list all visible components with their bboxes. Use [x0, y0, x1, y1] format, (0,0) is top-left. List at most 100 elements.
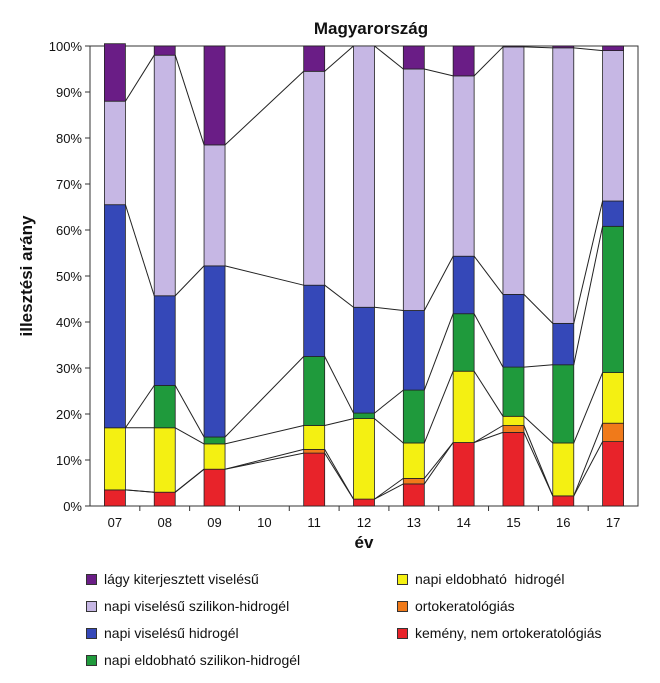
x-tick-label: 17 [606, 515, 620, 530]
bar-segment [602, 372, 624, 424]
bar-segment [203, 468, 226, 507]
connector-line [174, 385, 205, 438]
bar-segment [153, 427, 176, 493]
connector-line [324, 284, 354, 308]
connector-line [573, 423, 604, 497]
bar-segment [552, 322, 575, 366]
y-tick-label: 50% [56, 269, 82, 284]
bar-segment [602, 45, 624, 51]
y-tick-label: 30% [56, 361, 82, 376]
bar-segment [502, 425, 525, 433]
legend-swatch [397, 600, 408, 612]
legend-label: napi eldobható hidrogél [415, 571, 565, 587]
bar-segment [153, 385, 176, 429]
legend-swatch [86, 600, 97, 612]
connector-line [324, 45, 354, 72]
bar-segment [552, 495, 575, 507]
bar-segment [502, 46, 525, 295]
legend-label: ortokeratológiás [415, 598, 515, 614]
connector-line [573, 200, 604, 324]
connector-line [224, 356, 305, 438]
bar-segment [502, 45, 525, 48]
bar-segment [452, 370, 475, 443]
connector-line [224, 70, 305, 146]
bar-segment [452, 255, 475, 315]
x-tick-label: 13 [407, 515, 421, 530]
connector-line [424, 68, 454, 77]
legend-swatch [86, 573, 97, 585]
x-tick-label: 11 [307, 515, 321, 530]
x-tick-label: 15 [506, 515, 520, 530]
bar-segment [303, 425, 326, 450]
bar-segment [552, 45, 575, 49]
y-tick-label: 60% [56, 223, 82, 238]
connector-line [125, 489, 155, 493]
y-tick-label: 20% [56, 407, 82, 422]
x-tick-label: 09 [207, 515, 221, 530]
stacked-bar-chart: Magyarország 0% 10% 20% 30% 40% 50% 60% 70% 80% 9… [17, 19, 639, 552]
connector-line [473, 425, 504, 443]
bar-segment [402, 389, 425, 444]
connector-line [324, 449, 354, 500]
bar-segment [303, 356, 326, 426]
bar-segment [602, 441, 624, 507]
connector-line [174, 55, 205, 146]
bar-segment [602, 200, 624, 227]
bar-segment [153, 491, 176, 507]
bar-segment [452, 313, 475, 372]
legend-swatch [397, 573, 408, 585]
connector-line [573, 441, 604, 497]
legend-item-daily-disposable-silicone-hydrogel: napi eldobható szilikon-hidrogél [86, 652, 300, 668]
x-tick-label: 07 [108, 515, 122, 530]
y-tick-label: 10% [56, 453, 82, 468]
connector-line [374, 306, 404, 311]
x-tick-label: 12 [357, 515, 371, 530]
connector-line [124, 385, 155, 429]
connector-line [374, 483, 404, 500]
connector-line [473, 431, 504, 443]
bar-segment [402, 68, 425, 311]
bar-segment [104, 489, 126, 507]
legend-item-rigid-non-ortho: kemény, nem ortokeratológiás [397, 625, 602, 641]
bar-segment [353, 45, 375, 308]
bar-segment [353, 418, 375, 500]
bar-segment [153, 45, 176, 56]
legend-label: lágy kiterjesztett viselésű [104, 571, 259, 587]
connector-line [224, 425, 304, 445]
connector-line [523, 294, 554, 324]
legend-swatch [86, 654, 97, 666]
bar-segment [203, 45, 226, 146]
legend-label: napi viselésű hidrogél [104, 625, 239, 641]
bar-segment [353, 498, 375, 507]
connector-line [523, 415, 554, 444]
axes: 0% 10% 20% 30% 40% 50% 60% 70% 80% 90% 100% 07 08 09 1… [49, 39, 621, 530]
connector-line [423, 442, 454, 485]
bar-segment [402, 310, 425, 391]
connector-line [124, 54, 155, 102]
y-axis-label: illesztési arány [17, 215, 36, 337]
bar-segment [552, 442, 575, 497]
connector-line [374, 389, 404, 414]
y-tick-label: 100% [49, 39, 83, 54]
bar-segment [502, 431, 525, 507]
bar-segment [402, 45, 425, 70]
bar-segment [303, 70, 326, 286]
y-tick-label: 0% [63, 499, 82, 514]
bar-segment [452, 442, 475, 507]
bar-segment [104, 100, 126, 206]
legend-label: napi viselésű szilikon-hidrogél [104, 598, 290, 614]
x-tick-label: 10 [257, 515, 271, 530]
connector-line [423, 255, 454, 311]
bar-segment [502, 293, 525, 368]
bar-segment [303, 45, 326, 72]
bar-segment [602, 422, 624, 443]
connector-line [523, 46, 553, 49]
legend-swatch [86, 627, 97, 639]
connector-line [423, 371, 454, 444]
bar-segment [602, 50, 624, 202]
bar-segment [303, 284, 326, 357]
connector-line [573, 372, 604, 444]
y-tick-label: 80% [56, 131, 82, 146]
bar-segment [452, 45, 475, 77]
connector-line [473, 370, 504, 417]
